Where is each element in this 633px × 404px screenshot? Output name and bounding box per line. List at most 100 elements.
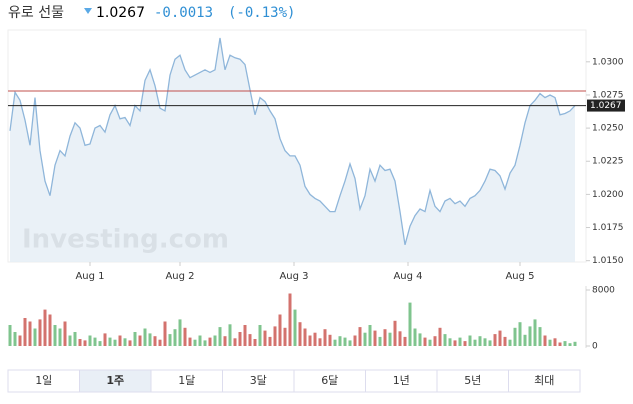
y-tick-label: 1.0175 (592, 223, 624, 233)
volume-bar (543, 335, 547, 346)
volume-bar (478, 336, 482, 346)
y-tick-label: 1.0200 (592, 190, 624, 200)
tab[interactable] (508, 369, 581, 393)
volume-bar (43, 309, 47, 346)
y-tick-label: 1.0225 (592, 157, 624, 167)
volume-bar (158, 339, 162, 346)
volume-bar (553, 338, 557, 346)
volume-bar (338, 336, 342, 346)
volume-bar (448, 338, 452, 346)
volume-bar (148, 333, 152, 346)
volume-bar (128, 340, 132, 346)
tab-label[interactable]: 3달 (250, 374, 267, 387)
volume-bar (58, 328, 62, 346)
volume-bar (23, 318, 27, 346)
volume-bar (348, 340, 352, 346)
volume-bar (63, 321, 67, 346)
volume-bar (408, 302, 412, 346)
volume-bar (363, 332, 367, 346)
volume-bar (403, 336, 407, 346)
volume-bar (33, 328, 37, 346)
volume-bar (303, 328, 307, 346)
volume-bar (528, 326, 532, 346)
volume-bar (168, 334, 172, 346)
volume-bar (248, 334, 252, 346)
y-tick-label: 1.0300 (592, 57, 624, 67)
volume-bar (178, 319, 182, 346)
volume-bar (108, 337, 112, 346)
volume-bar (278, 314, 282, 346)
volume-bar (13, 332, 17, 346)
price-area (10, 38, 575, 262)
volume-bar (288, 293, 292, 346)
volume-bar (473, 339, 477, 346)
volume-bar (218, 327, 222, 346)
volume-bar (368, 325, 372, 346)
volume-bar (198, 335, 202, 346)
volume-bar (548, 339, 552, 346)
change: -0.0013 (154, 5, 213, 21)
volume-bar (298, 322, 302, 346)
volume-bar (38, 319, 42, 346)
volume-bar (208, 337, 212, 346)
volume-bar (333, 339, 337, 346)
y-tick-label: 1.0150 (592, 256, 624, 266)
volume-bar (508, 339, 512, 346)
volume-bar (223, 336, 227, 346)
y-tick-label: 1.0250 (592, 124, 624, 134)
volume-bar (383, 329, 387, 346)
tab-label[interactable]: 1달 (178, 374, 195, 387)
volume-bar (498, 330, 502, 346)
volume-bar (83, 340, 87, 346)
volume-bar (398, 331, 402, 346)
volume-bar (153, 336, 157, 346)
volume-bar (203, 340, 207, 346)
volume-bar (93, 337, 97, 346)
volume-bar (413, 328, 417, 346)
volume-bar (353, 335, 357, 346)
volume-bar (193, 339, 197, 346)
volume-bar (53, 325, 57, 346)
instrument-title: 유로 선물 (8, 5, 64, 21)
volume-bar (313, 332, 317, 346)
tab-label[interactable]: 1주 (106, 374, 124, 387)
x-tick-label: Aug 1 (75, 271, 104, 282)
volume-bar (258, 325, 262, 346)
volume-bar (18, 335, 22, 346)
volume-bar (173, 329, 177, 346)
volume-bar (503, 336, 507, 346)
volume-bar (373, 330, 377, 346)
down-arrow (84, 8, 92, 14)
volume-bar (73, 332, 77, 346)
x-tick-label: Aug 4 (393, 271, 422, 282)
volume-bar (568, 343, 572, 346)
volume-bar (123, 338, 127, 346)
volume-bar (488, 340, 492, 346)
volume-bar (233, 338, 237, 346)
volume-bar (318, 338, 322, 346)
volume-bar (423, 337, 427, 346)
volume-bar (103, 333, 107, 346)
volume-bar (493, 334, 497, 346)
tab-label[interactable]: 1년 (393, 374, 410, 387)
tab-label[interactable]: 6달 (321, 374, 338, 387)
volume-bar (438, 327, 442, 346)
volume-bar (443, 334, 447, 346)
volume-bar (463, 341, 467, 346)
volume-bar (378, 336, 382, 346)
volume-bar (273, 326, 277, 346)
volume-bar (268, 336, 272, 346)
volume-bar (533, 319, 537, 346)
volume-bar (283, 327, 287, 346)
tab-label[interactable]: 1일 (35, 373, 52, 387)
volume-bar (68, 335, 72, 346)
tab-label[interactable]: 5년 (464, 374, 481, 387)
tab-label[interactable]: 최대 (534, 374, 554, 387)
volume-bar (238, 332, 242, 346)
volume-bar (28, 321, 32, 346)
x-tick-label: Aug 3 (279, 271, 308, 282)
volume-bar (388, 332, 392, 346)
volume-bar (88, 335, 92, 346)
volume-bar (418, 333, 422, 346)
